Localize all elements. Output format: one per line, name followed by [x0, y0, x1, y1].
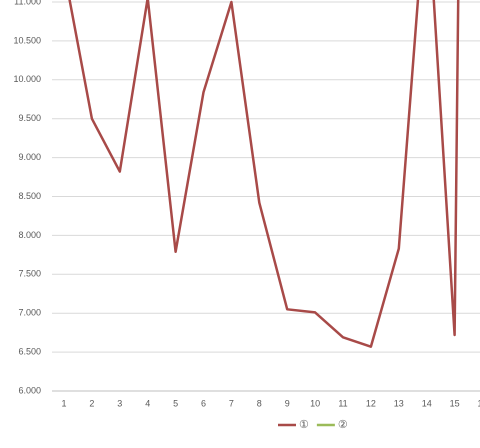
y-tick-label: 9.500 [18, 113, 41, 123]
y-tick-label: 10.000 [13, 74, 41, 84]
y-tick-label: 8.500 [18, 191, 41, 201]
legend-label: ① [299, 419, 309, 431]
x-tick-label: 6 [201, 398, 206, 408]
y-tick-label: 6.000 [18, 385, 41, 395]
x-tick-label: 7 [229, 398, 234, 408]
legend-label: ② [338, 419, 348, 431]
y-tick-label: 6.500 [18, 346, 41, 356]
x-tick-label: 14 [422, 398, 432, 408]
x-tick-label: 3 [117, 398, 122, 408]
x-tick-label: 9 [285, 398, 290, 408]
y-tick-label: 10.500 [13, 35, 41, 45]
y-tick-label: 9.000 [18, 152, 41, 162]
x-tick-label: 8 [257, 398, 262, 408]
x-tick-label: 15 [450, 398, 460, 408]
y-tick-label: 8.000 [18, 230, 41, 240]
y-tick-label: 7.000 [18, 308, 41, 318]
x-tick-label: 12 [366, 398, 376, 408]
x-tick-label: 13 [394, 398, 404, 408]
x-tick-label: 11 [338, 398, 347, 408]
x-tick-label: 16 [477, 398, 480, 408]
x-tick-label: 2 [89, 398, 94, 408]
x-tick-label: 10 [310, 398, 320, 408]
series-line [68, 0, 460, 348]
y-tick-label: 11.000 [14, 0, 41, 6]
x-tick-label: 5 [173, 398, 178, 408]
y-tick-label: 7.500 [18, 269, 41, 279]
x-tick-label: 4 [145, 398, 150, 408]
x-tick-label: 1 [61, 398, 66, 408]
